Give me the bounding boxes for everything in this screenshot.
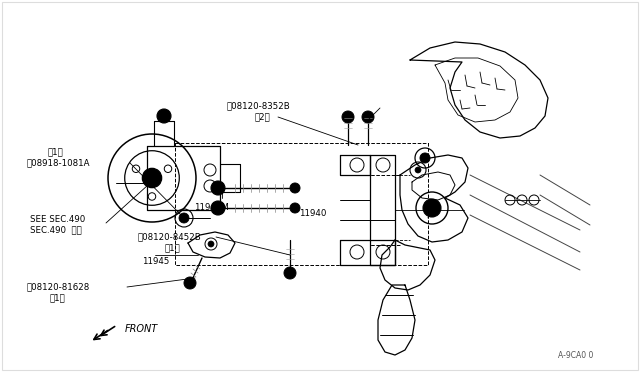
Text: SEC.490  参照: SEC.490 参照 [30,225,82,234]
Text: （2）: （2） [255,112,271,122]
Circle shape [290,183,300,193]
Text: SEE SEC.490: SEE SEC.490 [30,215,85,224]
Circle shape [179,213,189,223]
Circle shape [342,111,354,123]
Text: A-9CA0 0: A-9CA0 0 [558,352,593,360]
Text: 11940: 11940 [299,209,326,218]
Circle shape [423,199,441,217]
Circle shape [211,181,225,195]
Circle shape [142,168,162,188]
Text: ⓑ08120-81628: ⓑ08120-81628 [27,282,90,292]
Text: ⓑ08120-8452B: ⓑ08120-8452B [138,232,202,241]
Text: FRONT: FRONT [125,324,158,334]
Circle shape [211,201,225,215]
Circle shape [208,241,214,247]
Text: （1）: （1） [50,294,66,302]
Circle shape [420,153,430,163]
Text: 11942M: 11942M [194,203,229,212]
Text: ⓝ08918-1081A: ⓝ08918-1081A [27,158,90,167]
Circle shape [415,167,421,173]
Text: ⓑ08120-8352B: ⓑ08120-8352B [227,102,291,110]
Circle shape [157,109,171,123]
Text: 11945: 11945 [142,257,170,266]
Circle shape [290,203,300,213]
Text: （1）: （1） [165,244,180,253]
Text: 〈1〉: 〈1〉 [48,148,64,157]
Circle shape [184,277,196,289]
Circle shape [362,111,374,123]
Circle shape [284,267,296,279]
